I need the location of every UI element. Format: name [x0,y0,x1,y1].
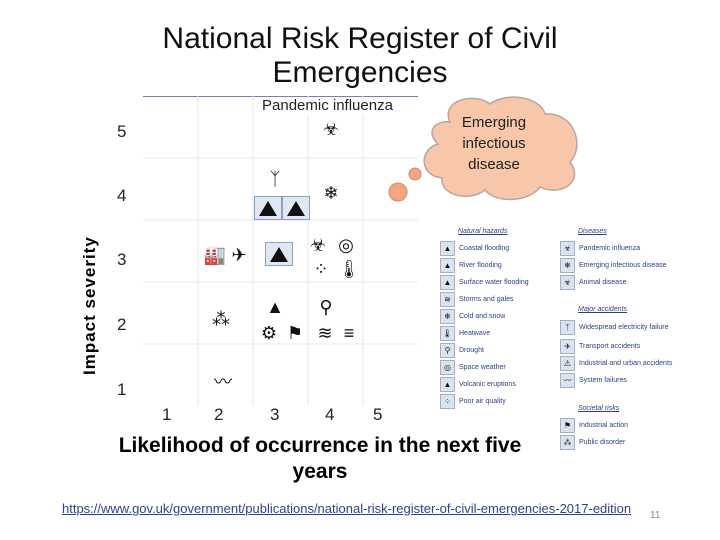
system-failure-icon: 〰 [560,373,575,388]
seismic-icon: 〰 [214,372,232,392]
emerging-line1: Emerging [461,114,527,131]
legend-item: ❄ Cold and snow [440,309,505,324]
legend-item: 〰 System failures [560,373,627,388]
legend-item: ☣ Animal disease [560,275,626,290]
animal-disease-icon: ☣ [560,275,575,290]
storm-icon: ≋ [317,322,333,343]
heatwave-icon: 🌡 [337,258,361,279]
page-number: 11 [650,510,661,521]
legend-item: ≋ Storms and gales [440,292,513,307]
electricity-pylon-icon: ᛉ [560,320,575,335]
emerging-line2: infectious [462,135,526,152]
biohazard-icon: ☣ [322,118,340,139]
coastal-flooding-icon: ▲ [440,241,455,256]
snowflake-icon: ❄ [323,182,339,203]
legend-item: ▲ Volcanic eruptions [440,377,516,392]
storms-icon: ≋ [440,292,455,307]
y-axis-label: Impact severity [80,236,99,375]
drought-tap-icon: ⚲ [319,296,333,317]
y-tick-1: 1 [117,380,127,399]
emerging-disease-text: Emerging infectious disease [440,112,548,175]
emerging-line3: disease [468,156,520,173]
space-weather-icon: ◎ [440,360,455,375]
air-quality-icon: ⁘ [313,258,329,279]
public-disorder-icon: ⁂ [212,308,230,329]
flood-warning-icon [282,196,310,220]
legend-item: ✈ Transport accidents [560,339,640,354]
electricity-pylon-icon: ᛉ [269,168,281,189]
risk-matrix-grid [143,96,418,406]
x-tick-5: 5 [373,405,383,424]
thought-bubble-medium [408,167,422,181]
airplane-icon: ✈ [560,339,575,354]
snowflake-icon: ❄ [440,309,455,324]
x-axis-label-line1: Likelihood of occurrence in the next fiv… [118,434,522,457]
industrial-action-icon: ⚑ [286,322,304,343]
snowflake-icon: ❄ [560,258,575,273]
y-tick-2: 2 [117,315,127,334]
x-tick-4: 4 [325,405,335,424]
volcano-icon: ▲ [266,296,284,317]
pandemic-influenza-callout: Pandemic influenza [260,97,395,114]
legend-item: ▲ River flooding [440,258,502,273]
legend-item: ◎ Space weather [440,360,506,375]
emerging-disease-cloud [388,96,578,202]
flood-warning-icon [254,196,282,220]
legend-item: 🌡 Heatwave [440,326,490,341]
air-quality-icon: ⁘ [440,394,455,409]
x-tick-1: 1 [162,405,172,424]
x-tick-2: 2 [214,405,224,424]
y-tick-3: 3 [117,250,127,269]
y-tick-4: 4 [117,186,127,205]
airplane-icon: ✈ [231,244,247,265]
animal-disease-icon: ☣ [309,234,327,255]
page-title-line2: Emergencies [272,56,448,89]
legend-diseases-heading: Diseases [578,228,607,235]
system-failure-icon: ⚙ [260,322,278,343]
legend-item: ▲ Coastal flooding [440,241,509,256]
legend-major-heading: Major accidents [578,306,628,313]
volcano-icon: ▲ [440,377,455,392]
public-disorder-icon: ⁂ [560,435,575,450]
wind-icon: ≡ [343,322,355,343]
legend-societal-heading: Societal risks [578,405,620,412]
legend-item: ⁂ Public disorder [560,435,625,450]
drought-icon: ⚲ [440,343,455,358]
x-tick-3: 3 [270,405,280,424]
legend-item: ▲ Surface water flooding [440,275,529,290]
industrial-accident-icon: ⚠ [560,356,575,371]
x-axis-label-line2: years [292,460,348,483]
biohazard-icon: ☣ [560,241,575,256]
page-title-line1: National Risk Register of Civil [162,22,558,55]
river-flooding-icon: ▲ [440,258,455,273]
industrial-action-icon: ⚑ [560,418,575,433]
legend-item: ⁘ Poor air quality [440,394,506,409]
legend-natural-heading: Natural hazards [458,228,508,235]
space-weather-icon: ◎ [338,234,354,255]
industrial-accident-icon: 🏭 [203,244,227,265]
thought-bubble-large [388,182,408,202]
y-tick-5: 5 [117,122,127,141]
flood-warning-icon [265,242,293,266]
legend-item: ⚲ Drought [440,343,484,358]
legend-item: ᛉ Widespread electricity failure [560,320,668,335]
x-axis-label: Likelihood of occurrence in the next fiv… [80,433,560,485]
surface-water-flooding-icon: ▲ [440,275,455,290]
heatwave-icon: 🌡 [440,326,455,341]
cloud-shape [423,96,578,201]
legend-item: ⚑ Industrial action [560,418,628,433]
legend-item: ☣ Pandemic influenza [560,241,640,256]
legend-item: ❄ Emerging infectious disease [560,258,667,273]
source-link[interactable]: https://www.gov.uk/government/publicatio… [62,501,632,516]
legend-item: ⚠ Industrial and urban accidents [560,356,672,371]
